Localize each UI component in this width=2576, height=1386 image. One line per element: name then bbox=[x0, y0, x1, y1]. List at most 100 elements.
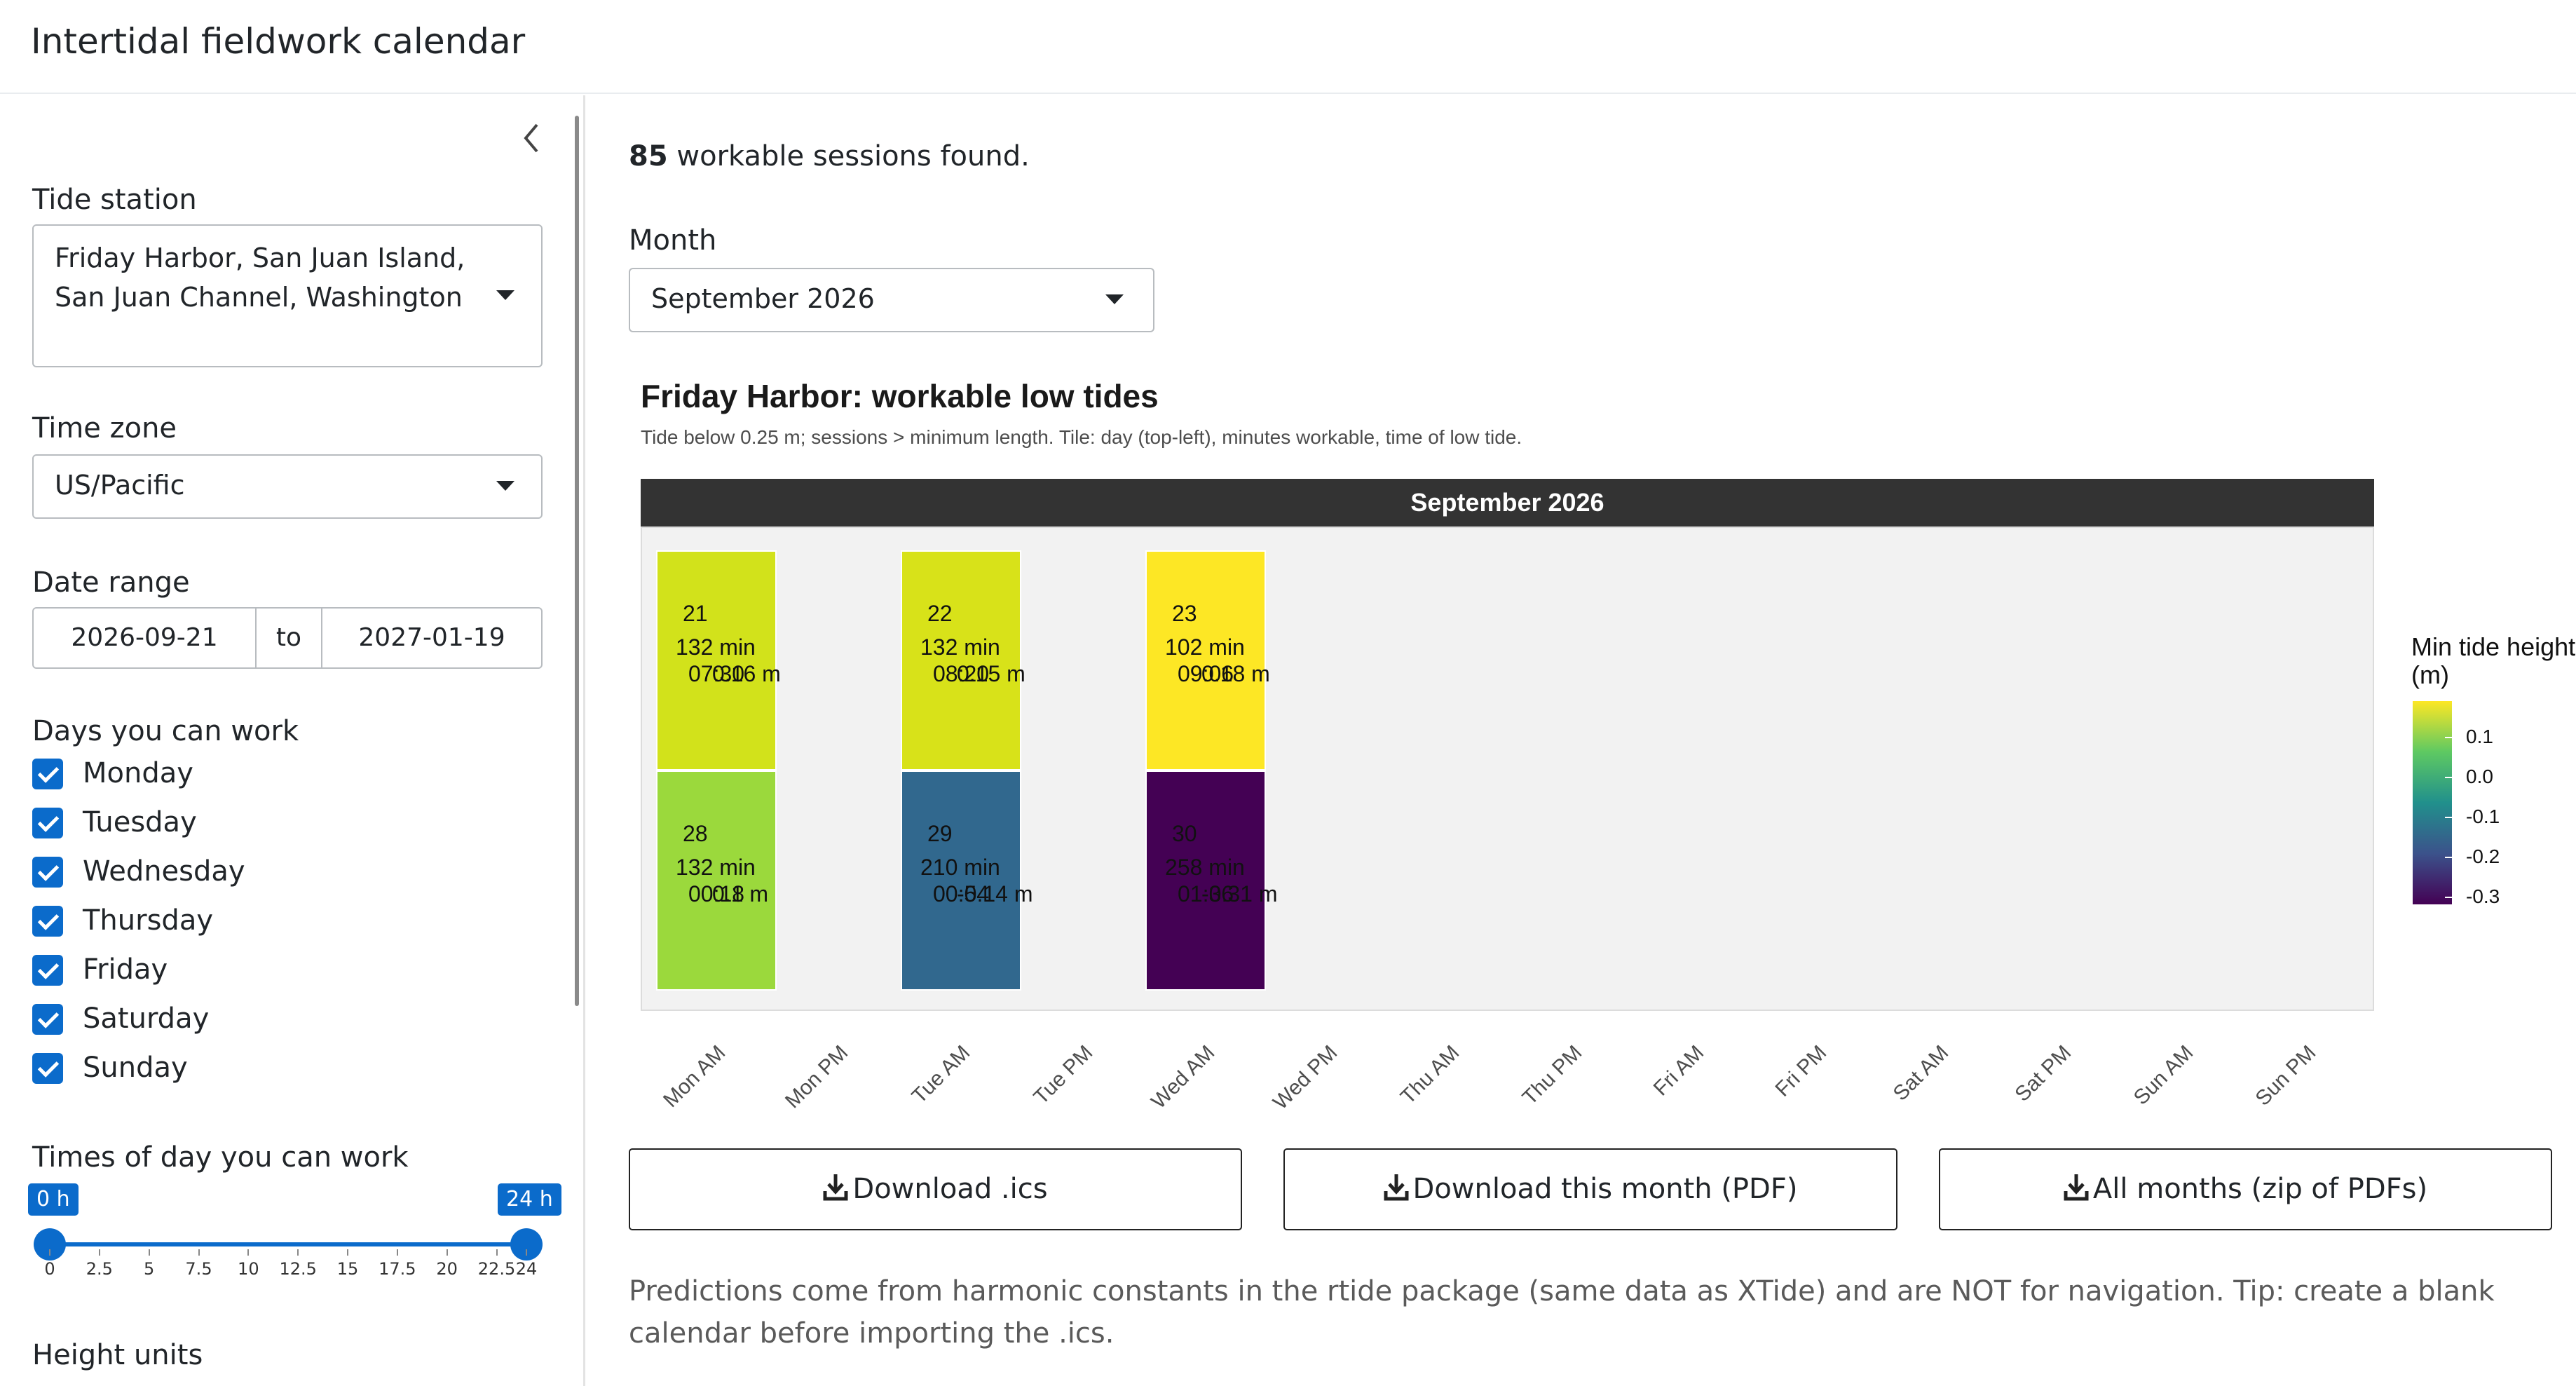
slider-tick-mark bbox=[148, 1249, 150, 1256]
slider-tick-label: 17.5 bbox=[379, 1259, 416, 1279]
slider-tick-mark bbox=[247, 1249, 250, 1256]
legend-tick-label: 0.1 bbox=[2466, 726, 2493, 748]
tide-station-label: Tide station bbox=[32, 184, 197, 216]
download-month-pdf-label: Download this month (PDF) bbox=[1412, 1173, 1798, 1205]
footnote: Predictions come from harmonic constants… bbox=[629, 1275, 2495, 1350]
time-zone-select[interactable]: US/Pacific bbox=[32, 454, 543, 519]
tile-height-label: -0.14 m bbox=[957, 881, 1033, 906]
heatmap-tile: 28 132 min 00:18 0.1 m bbox=[656, 770, 777, 991]
checkbox-checked-icon[interactable] bbox=[32, 808, 63, 838]
download-all-months-label: All months (zip of PDFs) bbox=[2092, 1173, 2428, 1205]
sessions-count: 85 bbox=[629, 140, 668, 172]
slider-tick-label: 2.5 bbox=[86, 1259, 113, 1279]
checkbox-checked-icon[interactable] bbox=[32, 759, 63, 789]
checkbox-label: Friday bbox=[83, 953, 168, 986]
slider-low-badge: 0 h bbox=[28, 1183, 79, 1216]
heatmap-tile: 22 132 min 08:20 0.15 m bbox=[901, 550, 1025, 770]
time-range-slider-track[interactable] bbox=[49, 1242, 526, 1246]
slider-tick-mark bbox=[297, 1249, 299, 1256]
title-bar: Intertidal fieldwork calendar bbox=[0, 0, 2576, 94]
checkbox-label: Sunday bbox=[83, 1052, 188, 1084]
slider-tick-mark bbox=[49, 1249, 50, 1256]
tile-time-label: 07:30 bbox=[688, 661, 745, 686]
tile-minutes-label: 132 min bbox=[676, 855, 756, 880]
checkbox-checked-icon[interactable] bbox=[32, 1053, 63, 1084]
download-icon bbox=[2064, 1174, 2089, 1201]
slider-low-handle[interactable] bbox=[34, 1228, 66, 1261]
checkbox-checked-icon[interactable] bbox=[32, 906, 63, 937]
legend-tick-label: -0.1 bbox=[2466, 805, 2500, 827]
checkbox-checked-icon[interactable] bbox=[32, 1004, 63, 1035]
app-title: Intertidal fieldwork calendar bbox=[31, 21, 526, 62]
slider-tick-mark bbox=[446, 1249, 448, 1256]
slider-tick-label: 20 bbox=[436, 1259, 458, 1279]
month-select[interactable]: September 2026 bbox=[629, 268, 1154, 332]
tile-height-label: 0.18 m bbox=[1201, 661, 1270, 686]
days-label: Days you can work bbox=[32, 715, 299, 747]
checkbox-checked-icon[interactable] bbox=[32, 857, 63, 888]
heatmap-tile: 29 210 min 00:54 -0.14 m bbox=[901, 770, 1033, 991]
heatmap-tile: 23 102 min 09:06 0.18 m bbox=[1145, 550, 1270, 770]
download-all-months-button[interactable]: All months (zip of PDFs) bbox=[1939, 1148, 2552, 1230]
slider-tick-mark bbox=[198, 1249, 200, 1256]
checkbox-label: Tuesday bbox=[83, 806, 197, 838]
date-range-input: 2026-09-21 to 2027-01-19 bbox=[32, 607, 543, 669]
download-icon bbox=[823, 1174, 848, 1201]
tile-day-label: 30 bbox=[1172, 821, 1197, 846]
heatmap-tile: 21 132 min 07:30 0.16 m bbox=[656, 550, 781, 770]
time-zone-label: Time zone bbox=[32, 412, 177, 444]
checkbox-checked-icon[interactable] bbox=[32, 955, 63, 986]
checkbox-label: Saturday bbox=[83, 1003, 210, 1035]
tile-day-label: 23 bbox=[1172, 601, 1197, 626]
tile-day-label: 28 bbox=[683, 821, 708, 846]
date-end-input[interactable]: 2027-01-19 bbox=[358, 623, 505, 652]
tile-minutes-label: 258 min bbox=[1165, 855, 1245, 880]
tile-time-label: 08:20 bbox=[933, 661, 990, 686]
legend-tick-mark bbox=[2445, 896, 2452, 898]
slider-tick-mark bbox=[496, 1249, 498, 1256]
tile-height-label: 0.15 m bbox=[957, 661, 1025, 686]
download-ics-button[interactable]: Download .ics bbox=[629, 1148, 1242, 1230]
facet-strip: September 2026 bbox=[641, 479, 2374, 526]
tile-day-label: 21 bbox=[683, 601, 708, 626]
checkbox-label: Monday bbox=[83, 757, 193, 789]
slider-tick-label: 15 bbox=[336, 1259, 359, 1279]
slider-tick-label: 5 bbox=[144, 1259, 155, 1279]
legend-colorbar bbox=[2413, 701, 2452, 904]
tile-minutes-label: 210 min bbox=[920, 855, 1000, 880]
tide-station-select[interactable]: Friday Harbor, San Juan Island, San Juan… bbox=[32, 224, 543, 367]
tile-day-label: 29 bbox=[927, 821, 953, 846]
slider-tick-mark bbox=[347, 1249, 348, 1256]
date-start-input[interactable]: 2026-09-21 bbox=[71, 623, 218, 652]
date-range-label: Date range bbox=[32, 566, 190, 599]
download-ics-label: Download .ics bbox=[852, 1173, 1048, 1205]
height-units-label: Height units bbox=[32, 1339, 203, 1371]
slider-tick-label: 0 bbox=[44, 1259, 55, 1279]
tile-time-label: 01:36 bbox=[1178, 881, 1234, 906]
month-value: September 2026 bbox=[651, 283, 875, 314]
slider-tick-mark bbox=[396, 1249, 398, 1256]
sidebar-scrollbar[interactable] bbox=[575, 116, 579, 1006]
tile-minutes-label: 132 min bbox=[676, 634, 756, 660]
tile-height-label: 0.16 m bbox=[712, 661, 781, 686]
slider-high-handle[interactable] bbox=[510, 1228, 543, 1261]
tile-time-label: 00:18 bbox=[688, 881, 745, 906]
legend-tick-mark bbox=[2445, 856, 2452, 858]
download-month-pdf-button[interactable]: Download this month (PDF) bbox=[1283, 1148, 1897, 1230]
time-zone-value: US/Pacific bbox=[55, 470, 185, 501]
tile-height-label: -0.31 m bbox=[1201, 881, 1278, 906]
collapse-sidebar-chevron-left-icon[interactable] bbox=[519, 121, 544, 156]
slider-tick-label: 24 bbox=[515, 1259, 538, 1279]
slider-high-badge: 24 h bbox=[498, 1183, 561, 1216]
tile-minutes-label: 132 min bbox=[920, 634, 1000, 660]
heatmap-tile: 30 258 min 01:36 -0.31 m bbox=[1145, 770, 1277, 991]
legend-tick-label: -0.3 bbox=[2466, 885, 2500, 907]
checkbox-label: Wednesday bbox=[83, 855, 245, 888]
date-range-separator: to bbox=[255, 609, 322, 667]
legend-tick-mark bbox=[2445, 737, 2452, 739]
legend-tick-mark bbox=[2445, 777, 2452, 779]
chevron-down-icon bbox=[1105, 294, 1124, 304]
tile-time-label: 00:54 bbox=[933, 881, 990, 906]
slider-tick-label: 12.5 bbox=[279, 1259, 317, 1279]
sessions-text: workable sessions found. bbox=[667, 140, 1030, 172]
